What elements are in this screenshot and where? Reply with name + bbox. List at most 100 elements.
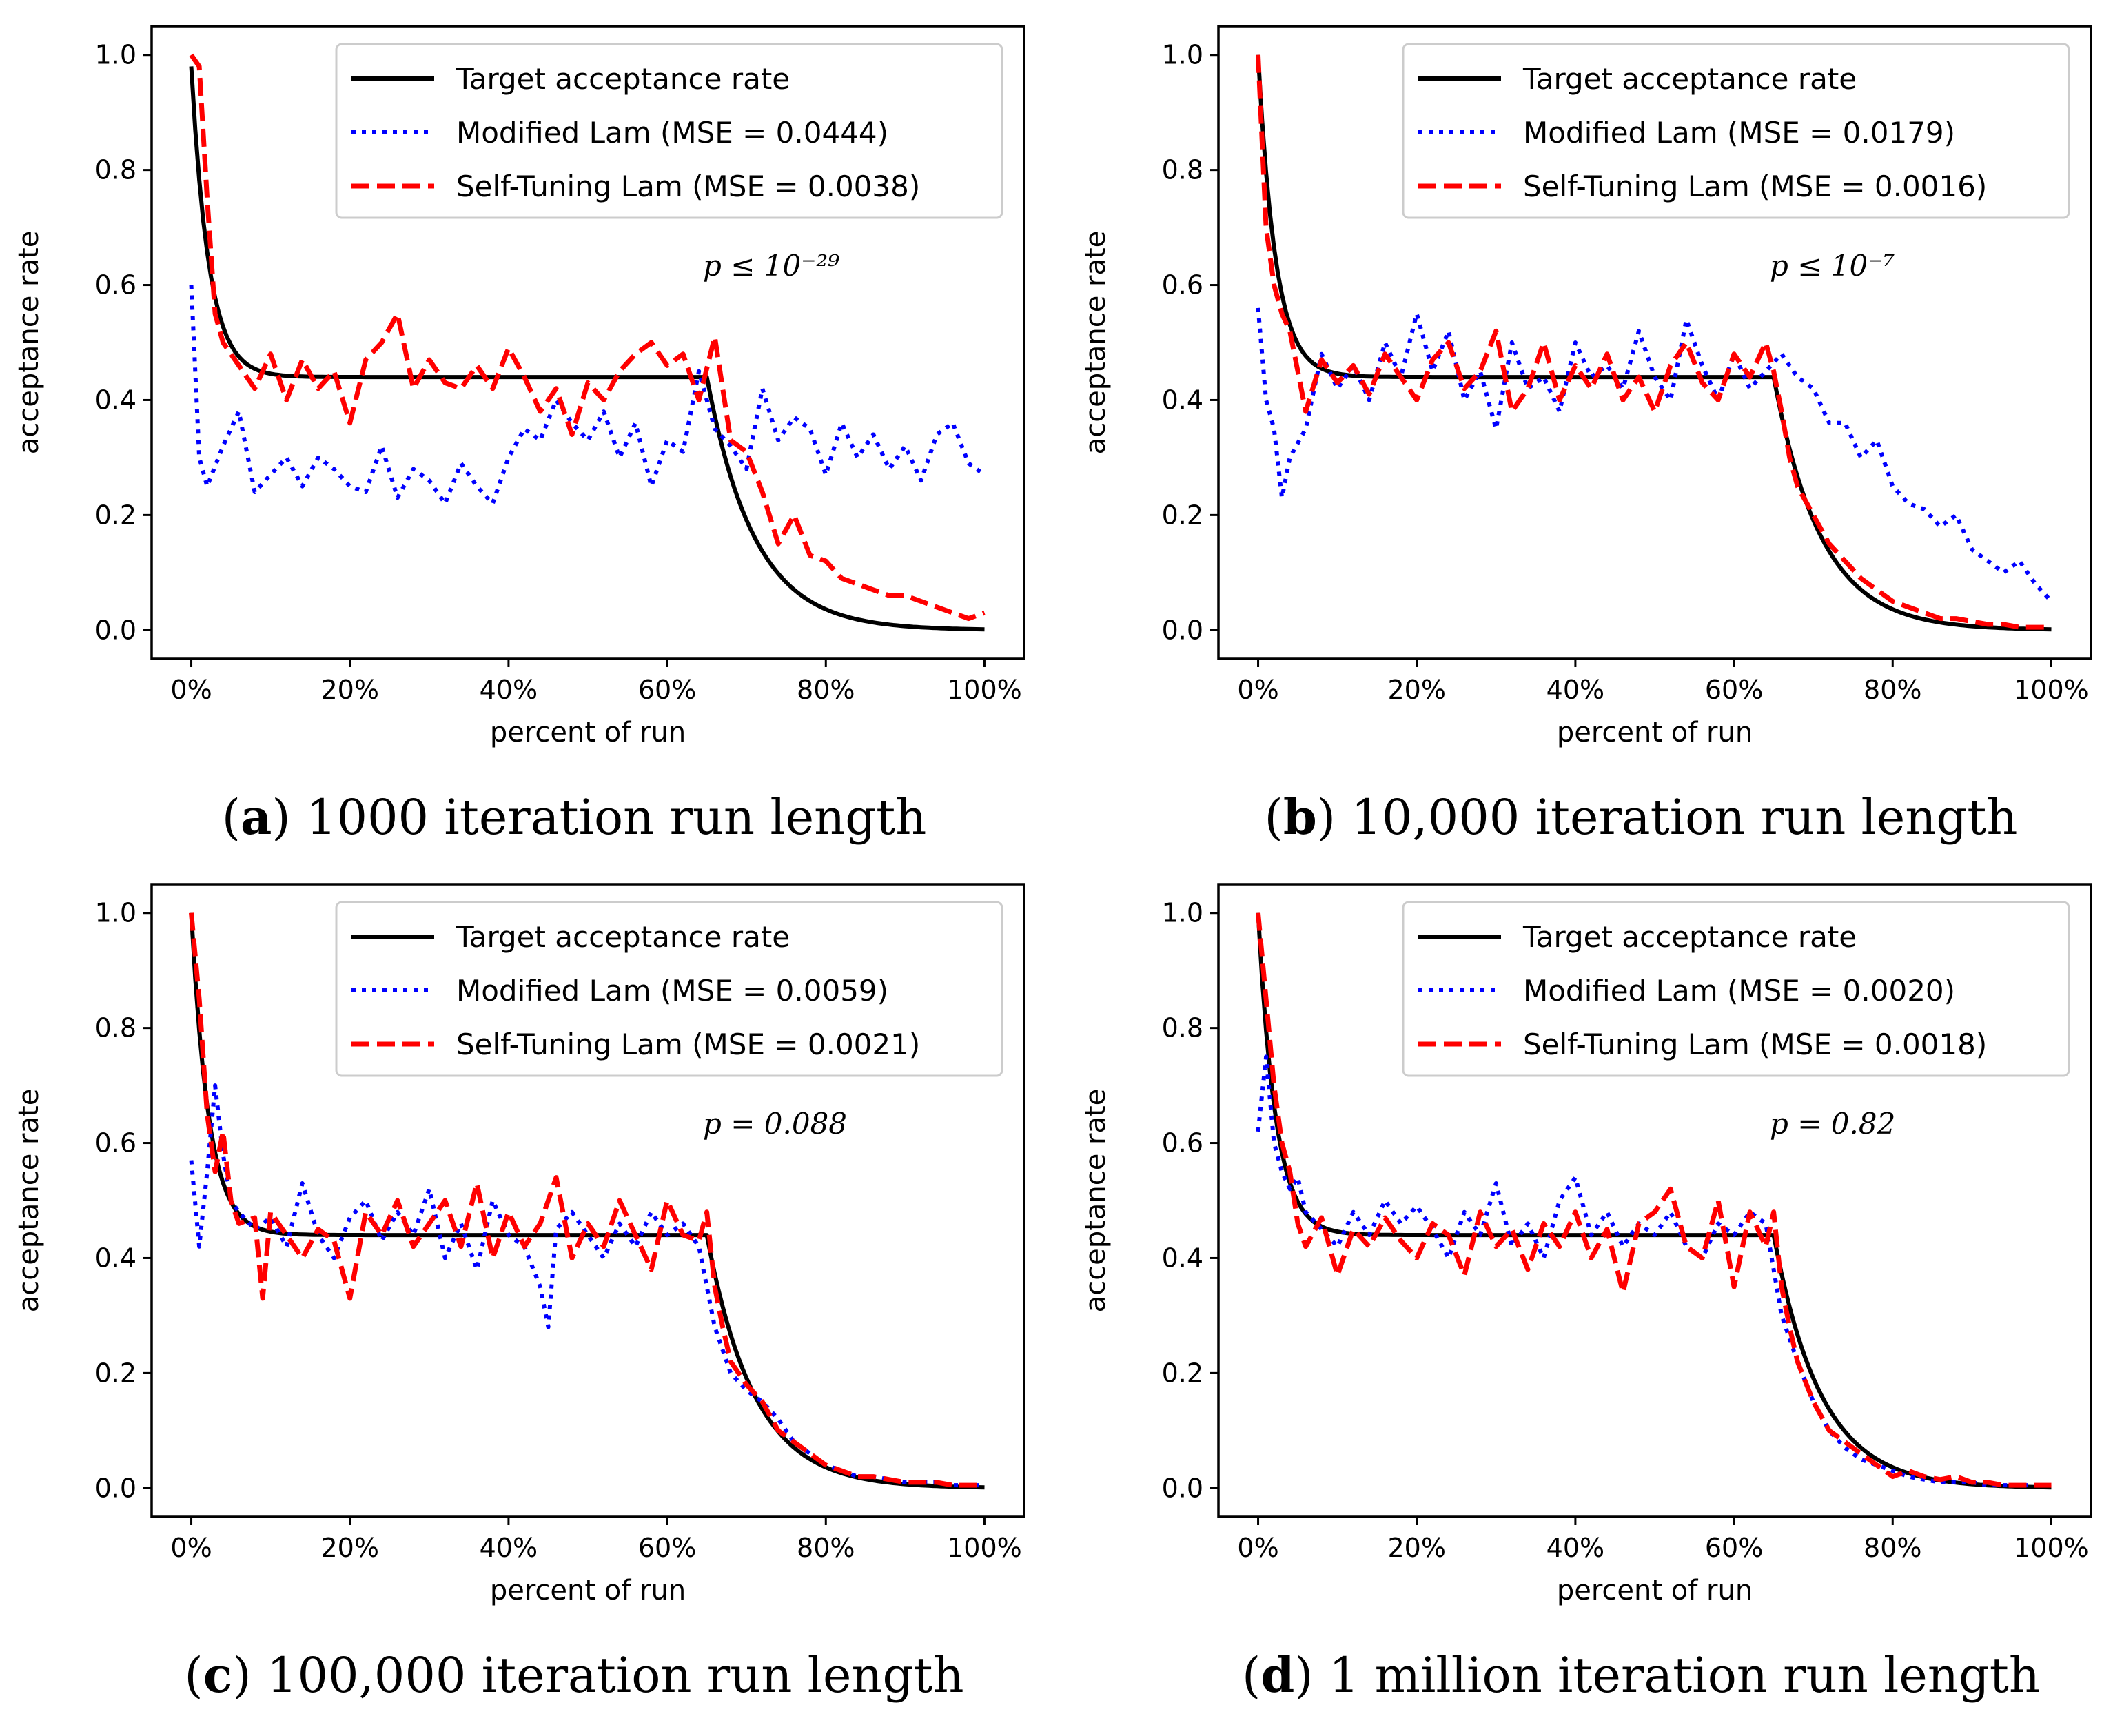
y-tick-label: 0.4 [1162,385,1203,415]
legend-box [335,43,1003,219]
caption-paren-close: ) [272,789,306,846]
y-tick-label: 0.6 [95,1128,136,1158]
y-tick-label: 0.4 [95,1243,136,1273]
x-tick-label: 80% [1864,1533,1921,1563]
caption-paren-close: ) [1317,789,1351,846]
legend-label-modified-lam: Modified Lam (MSE = 0.0059) [456,974,888,1008]
y-tick-label: 0.2 [1162,500,1203,530]
caption-letter: a [241,788,272,846]
x-tick-label: 80% [797,1533,855,1563]
y-tick-label: 0.8 [1162,1013,1203,1043]
x-tick-label: 100% [2014,675,2089,705]
legend-box [335,901,1003,1077]
y-tick-label: 0.8 [95,155,136,185]
legend: Target acceptance rate Modified Lam (MSE … [335,43,1003,219]
panel-caption: (b) 10,000 iteration run length [1265,788,2018,846]
y-tick-label: 1.0 [95,898,136,928]
y-tick-label: 0.2 [95,1358,136,1388]
legend-label-self-tuning-lam: Self-Tuning Lam (MSE = 0.0018) [1523,1028,1987,1061]
series-group [189,53,986,632]
legend-box [1402,901,2070,1077]
x-tick-label: 0% [1237,1533,1278,1563]
series-line-target [189,66,985,632]
axes-frame [150,883,1025,1518]
y-tick-label: 0.0 [95,1473,136,1503]
x-axis-label: percent of run [1557,717,1753,748]
panel-c: 0% 20% 40% 60% 80% 100% 0.0 0.2 0.4 0.6 0.8 1.0 perc… [13,883,1025,1704]
x-tick-label: 20% [1387,1533,1445,1563]
series-line-self-tuning-lam [1256,54,2052,630]
panel-a: 0% 20% 40% 60% 80% 100% 0.0 0.2 0.4 0.6 0.8 1.0 perc… [13,25,1025,846]
legend: Target acceptance rate Modified Lam (MSE … [335,901,1003,1077]
x-tick-label: 0% [170,1533,212,1563]
legend-box [1402,43,2070,219]
legend-label-target: Target acceptance rate [1522,62,1857,96]
axes-frame [1217,883,2092,1518]
legend: Target acceptance rate Modified Lam (MSE … [1402,43,2070,219]
legend-label-target: Target acceptance rate [1522,920,1857,954]
panel-caption: (d) 1 million iteration run length [1242,1646,2040,1704]
x-tick-label: 40% [480,1533,538,1563]
legend-label-modified-lam: Modified Lam (MSE = 0.0179) [1523,116,1955,150]
panel-d: 0% 20% 40% 60% 80% 100% 0.0 0.2 0.4 0.6 0.8 1.0 perc… [1080,883,2092,1704]
axes-frame [1217,25,2092,660]
series-line-self-tuning-lam [189,912,985,1488]
y-tick-label: 0.8 [95,1013,136,1043]
y-tick-label: 0.6 [1162,270,1203,300]
caption-paren-open: ( [222,789,241,846]
x-axis-label: percent of run [1557,1575,1753,1606]
caption-text: 1 million iteration run length [1329,1647,2040,1704]
x-tick-label: 20% [1387,675,1445,705]
x-tick-label: 60% [638,1533,696,1563]
caption-paren-close: ) [1294,1647,1329,1704]
legend-label-self-tuning-lam: Self-Tuning Lam (MSE = 0.0038) [456,170,920,203]
legend-label-modified-lam: Modified Lam (MSE = 0.0020) [1523,974,1955,1008]
panel-caption: (a) 1000 iteration run length [222,788,927,846]
caption-paren-open: ( [1265,789,1283,846]
legend-label-modified-lam: Modified Lam (MSE = 0.0444) [456,116,888,150]
caption-text: 100,000 iteration run length [267,1647,964,1704]
series-group [1256,54,2053,632]
x-tick-label: 20% [320,675,378,705]
series-line-modified-lam [1256,307,2053,603]
x-tick-label: 0% [170,675,212,705]
x-tick-label: 40% [1547,675,1604,705]
y-axis-label: acceptance rate [1080,1089,1112,1313]
y-tick-label: 0.4 [1162,1243,1203,1273]
p-value-annotation: p ≤ 10⁻⁷ [1770,249,1895,283]
x-tick-label: 100% [2014,1533,2089,1563]
y-tick-label: 0.2 [1162,1358,1203,1388]
series-line-modified-lam [189,285,986,506]
x-tick-label: 80% [1864,675,1921,705]
series-line-self-tuning-lam [189,53,986,622]
y-axis-label: acceptance rate [1080,231,1112,455]
y-tick-label: 1.0 [95,40,136,70]
caption-text: 10,000 iteration run length [1351,789,2017,846]
x-tick-label: 40% [480,675,538,705]
series-group [189,912,985,1490]
p-value-annotation: p ≤ 10⁻²⁹ [703,249,839,283]
y-tick-label: 0.6 [95,270,136,300]
y-tick-label: 0.0 [1162,1473,1203,1503]
y-tick-label: 1.0 [1162,40,1203,70]
caption-paren-open: ( [1242,1647,1260,1704]
caption-text: 1000 iteration run length [306,789,926,846]
x-tick-label: 40% [1547,1533,1604,1563]
legend-label-target: Target acceptance rate [456,920,790,954]
x-tick-label: 60% [1705,1533,1763,1563]
p-value-annotation: p = 0.82 [1770,1107,1895,1141]
caption-letter: d [1260,1646,1294,1704]
x-axis-label: percent of run [490,717,686,748]
panel-b: 0% 20% 40% 60% 80% 100% 0.0 0.2 0.4 0.6 0.8 1.0 perc… [1080,25,2092,846]
caption-letter: b [1283,788,1317,846]
y-tick-label: 0.8 [1162,155,1203,185]
y-tick-label: 0.0 [95,615,136,645]
x-tick-label: 60% [638,675,696,705]
y-tick-label: 0.0 [1162,615,1203,645]
series-line-modified-lam [189,1083,985,1488]
legend: Target acceptance rate Modified Lam (MSE … [1402,901,2070,1077]
x-tick-label: 0% [1237,675,1278,705]
caption-letter: c [203,1646,233,1704]
y-tick-label: 0.2 [95,500,136,530]
